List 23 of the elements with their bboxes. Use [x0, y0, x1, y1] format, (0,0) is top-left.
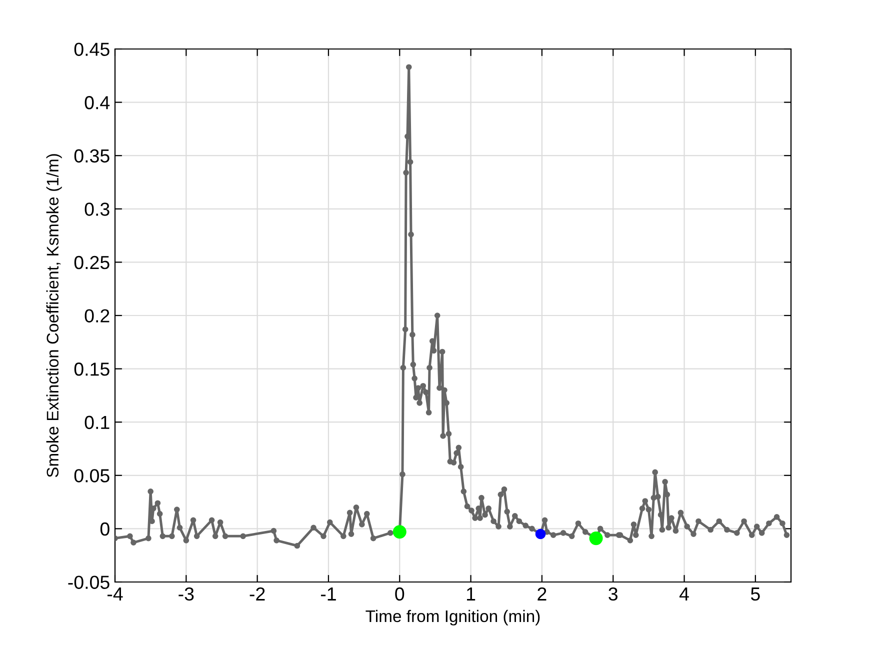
y-axis-title: Smoke Extinction Coefficient, Ksmoke (1/m): [46, 154, 62, 478]
x-tick-label: 5: [750, 588, 760, 601]
x-tick-label: -3: [178, 587, 194, 601]
x-tick-label: -2: [250, 587, 265, 600]
y-tick-label: 0.3: [84, 202, 110, 216]
x-tick-label: 4: [679, 588, 689, 600]
x-tick-label: 2: [538, 587, 546, 600]
y-tick-label: 0: [100, 522, 110, 536]
x-tick-label: 1: [467, 588, 476, 600]
x-tick-label: -4: [107, 588, 123, 600]
x-axis-title: Time from Ignition (min): [366, 610, 540, 626]
x-tick-label: 0: [395, 587, 404, 601]
y-tick-label: 0.35: [74, 149, 110, 163]
y-tick-label: 0.4: [84, 96, 110, 110]
x-tick-label: 3: [608, 587, 618, 601]
y-tick-label: 0.15: [74, 362, 110, 376]
y-tick-label: 0.1: [84, 416, 110, 430]
y-tick-label: 0.25: [74, 256, 110, 270]
y-tick-label: 0.05: [74, 469, 110, 482]
y-tick-label: 0.45: [74, 42, 110, 56]
y-tick-label: -0.05: [68, 576, 110, 589]
y-tick-label: 0.2: [84, 309, 110, 322]
x-tick-label: -1: [320, 588, 336, 600]
